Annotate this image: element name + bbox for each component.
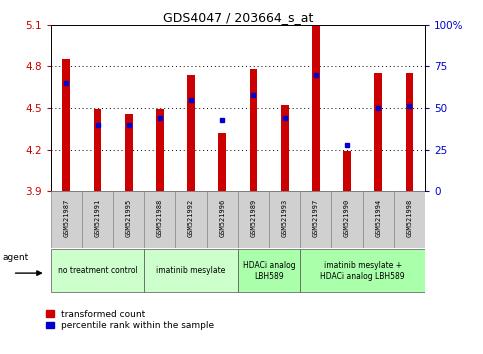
Text: imatinib mesylate +
HDACi analog LBH589: imatinib mesylate + HDACi analog LBH589 — [320, 261, 405, 280]
Text: GSM521993: GSM521993 — [282, 199, 288, 238]
Text: GSM521987: GSM521987 — [63, 199, 70, 238]
Bar — [394, 191, 425, 248]
Text: imatinib mesylate: imatinib mesylate — [156, 266, 226, 275]
Bar — [113, 191, 144, 248]
Text: GSM521988: GSM521988 — [157, 199, 163, 238]
Bar — [406, 73, 413, 191]
Text: HDACi analog
LBH589: HDACi analog LBH589 — [243, 261, 296, 280]
Bar — [207, 191, 238, 248]
Bar — [187, 75, 195, 191]
Bar — [218, 133, 226, 191]
Text: GSM521996: GSM521996 — [219, 199, 225, 238]
Bar — [300, 249, 425, 292]
Bar — [238, 191, 269, 248]
Bar — [144, 191, 175, 248]
Bar — [374, 73, 382, 191]
Text: agent: agent — [2, 252, 29, 262]
Bar — [62, 59, 70, 191]
Bar — [125, 114, 133, 191]
Text: GSM521998: GSM521998 — [406, 199, 412, 238]
Text: GSM521992: GSM521992 — [188, 199, 194, 238]
Bar — [238, 249, 300, 292]
Bar — [343, 151, 351, 191]
Bar — [51, 191, 82, 248]
Bar — [312, 25, 320, 191]
Legend: transformed count, percentile rank within the sample: transformed count, percentile rank withi… — [45, 309, 215, 331]
Text: GSM521995: GSM521995 — [126, 199, 132, 238]
Title: GDS4047 / 203664_s_at: GDS4047 / 203664_s_at — [163, 11, 313, 24]
Bar — [144, 249, 238, 292]
Text: GSM521997: GSM521997 — [313, 199, 319, 238]
Bar — [94, 109, 101, 191]
Text: no treatment control: no treatment control — [57, 266, 137, 275]
Bar — [82, 191, 113, 248]
Text: GSM521989: GSM521989 — [251, 199, 256, 238]
Bar — [175, 191, 207, 248]
Bar — [281, 105, 288, 191]
Text: GSM521991: GSM521991 — [95, 199, 100, 238]
Bar — [363, 191, 394, 248]
Bar — [300, 191, 331, 248]
Bar — [331, 191, 363, 248]
Text: GSM521994: GSM521994 — [375, 199, 381, 238]
Bar — [156, 109, 164, 191]
Bar — [250, 69, 257, 191]
Bar — [269, 191, 300, 248]
Text: GSM521990: GSM521990 — [344, 199, 350, 238]
Bar — [51, 249, 144, 292]
